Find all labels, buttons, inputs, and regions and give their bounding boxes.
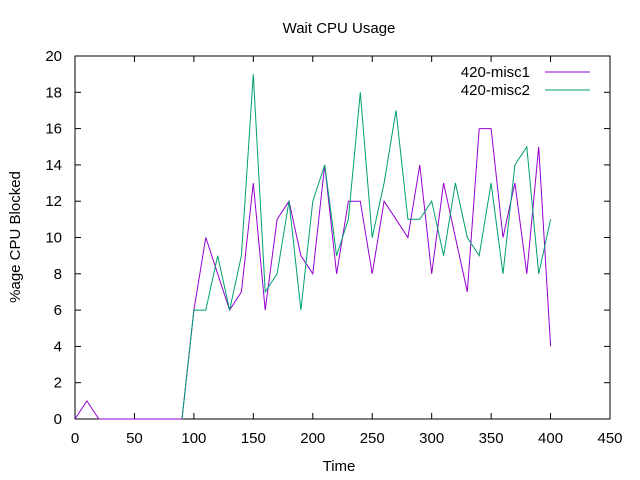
y-tick-label: 10 [45, 230, 62, 247]
x-tick-label: 250 [360, 430, 385, 447]
y-tick-label: 2 [54, 375, 62, 392]
chart-title: Wait CPU Usage [283, 20, 396, 37]
y-tick-label: 16 [45, 121, 62, 138]
series-line-420-misc2 [181, 74, 552, 420]
y-tick-label: 14 [45, 157, 62, 174]
legend-label: 420-misc2 [461, 82, 530, 99]
axis-ticks: 0 50 100 150 200 250 300 350 400 450 0 2 4 6 8 10 12 14 16… [45, 48, 622, 447]
y-tick-label: 12 [45, 193, 62, 210]
y-tick-label: 4 [54, 338, 62, 355]
x-tick-label: 50 [126, 430, 143, 447]
y-tick-label: 6 [54, 302, 62, 319]
x-tick-label: 0 [71, 430, 79, 447]
x-tick-label: 300 [419, 430, 444, 447]
x-axis-label: Time [323, 458, 356, 475]
x-tick-label: 450 [597, 430, 622, 447]
y-tick-label: 0 [54, 411, 62, 428]
series-line-420-misc1 [74, 128, 552, 420]
x-tick-label: 200 [300, 430, 325, 447]
y-tick-label: 18 [45, 84, 62, 101]
y-tick-label: 8 [54, 266, 62, 283]
y-tick-label: 20 [45, 48, 62, 65]
x-tick-label: 150 [241, 430, 266, 447]
x-tick-label: 350 [479, 430, 504, 447]
series-layer [74, 74, 552, 420]
x-tick-label: 100 [181, 430, 206, 447]
y-axis-label: %age CPU Blocked [7, 171, 24, 303]
legend-label: 420-misc1 [461, 64, 530, 81]
x-tick-label: 400 [538, 430, 563, 447]
